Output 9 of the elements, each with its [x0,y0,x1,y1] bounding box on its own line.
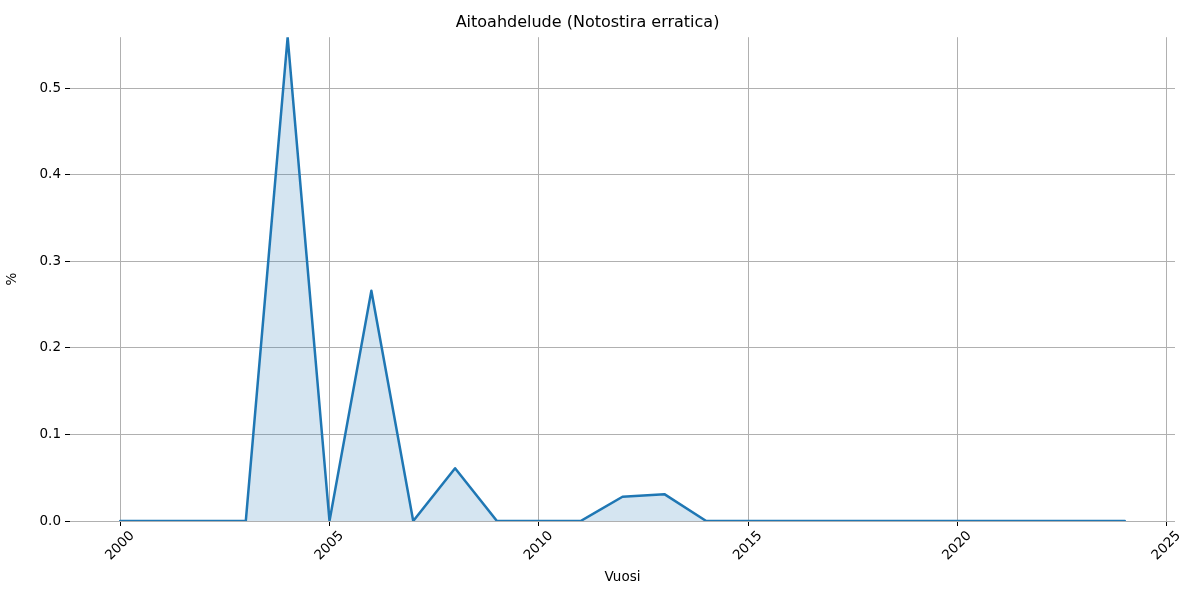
y-tick-label: 0.5 [39,78,61,95]
y-tick-label: 0.4 [39,165,61,182]
chart-title: Aitoahdelude (Notostira erratica) [455,11,720,31]
y-tick-label: 0.2 [39,338,61,355]
y-axis-title: % [2,272,19,286]
y-tick-label: 0.0 [39,511,61,528]
x-axis-title: Vuosi [604,568,641,585]
y-tick-label: 0.1 [39,424,61,441]
y-tick-label: 0.3 [39,251,61,268]
